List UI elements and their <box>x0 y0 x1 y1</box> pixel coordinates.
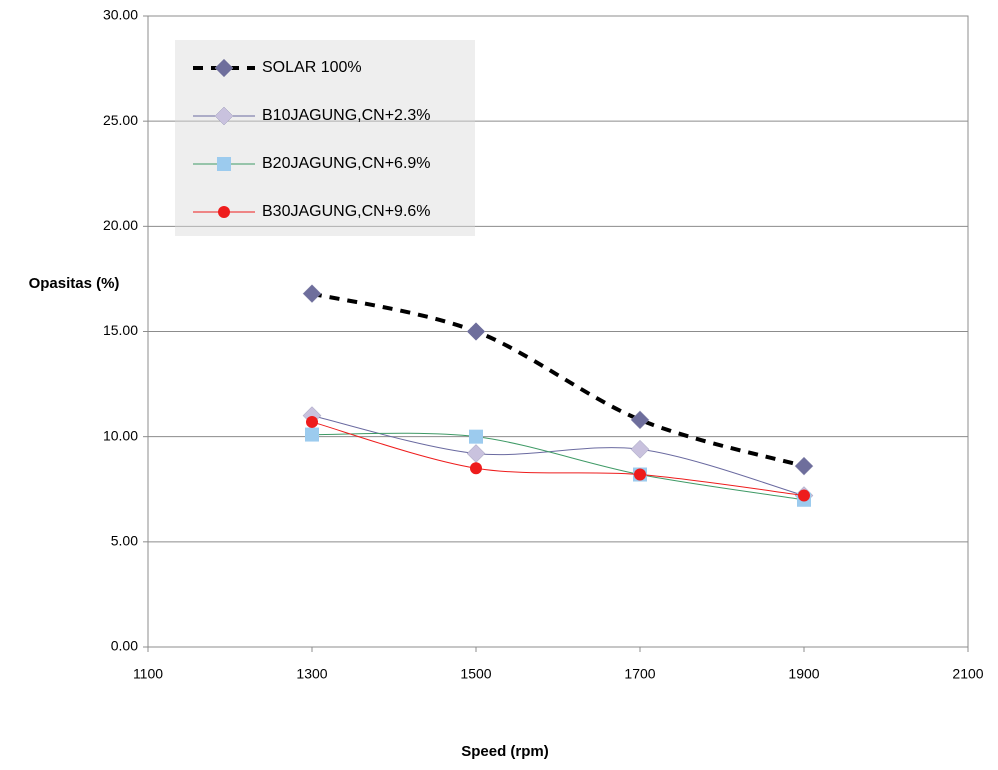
x-tick-label: 2100 <box>952 666 983 682</box>
x-tick-label: 1300 <box>296 666 327 682</box>
legend-label: B30JAGUNG,CN+9.6% <box>262 203 431 220</box>
marker <box>631 411 649 429</box>
x-tick-label: 1900 <box>788 666 819 682</box>
marker <box>795 457 813 475</box>
series-line <box>312 433 804 500</box>
marker <box>303 285 321 303</box>
marker <box>467 323 485 341</box>
legend-label: SOLAR 100% <box>262 59 362 76</box>
marker <box>306 416 318 428</box>
marker <box>467 444 485 462</box>
legend-label: B10JAGUNG,CN+2.3% <box>262 107 431 124</box>
legend: SOLAR 100% B10JAGUNG,CN+2.3% B20JAGUNG,CN+… <box>175 40 475 236</box>
x-tick-label: 1100 <box>133 666 163 682</box>
series-line <box>312 416 804 496</box>
legend-marker <box>218 206 230 218</box>
y-tick-label: 0.00 <box>111 638 138 654</box>
marker <box>470 462 482 474</box>
x-axis-title: Speed (rpm) <box>461 743 549 760</box>
marker <box>798 490 810 502</box>
legend-label: B20JAGUNG,CN+6.9% <box>262 155 431 172</box>
x-tick-label: 1500 <box>460 666 491 682</box>
y-tick-label: 5.00 <box>111 533 138 549</box>
y-axis-title: Opasitas (%) <box>29 275 120 292</box>
y-tick-label: 15.00 <box>103 322 138 338</box>
y-tick-label: 25.00 <box>103 112 138 128</box>
marker <box>469 430 483 444</box>
legend-marker <box>217 157 231 171</box>
x-tick-label: 1700 <box>624 666 655 682</box>
marker <box>305 428 319 442</box>
series-line <box>312 294 804 466</box>
marker <box>634 469 646 481</box>
y-tick-label: 20.00 <box>103 217 138 233</box>
chart: Opasitas (%) Speed (rpm) 0.00 5.00 10.00 15… <box>0 0 998 765</box>
marker <box>631 440 649 458</box>
y-tick-label: 10.00 <box>103 427 138 443</box>
y-tick-label: 30.00 <box>103 7 138 23</box>
